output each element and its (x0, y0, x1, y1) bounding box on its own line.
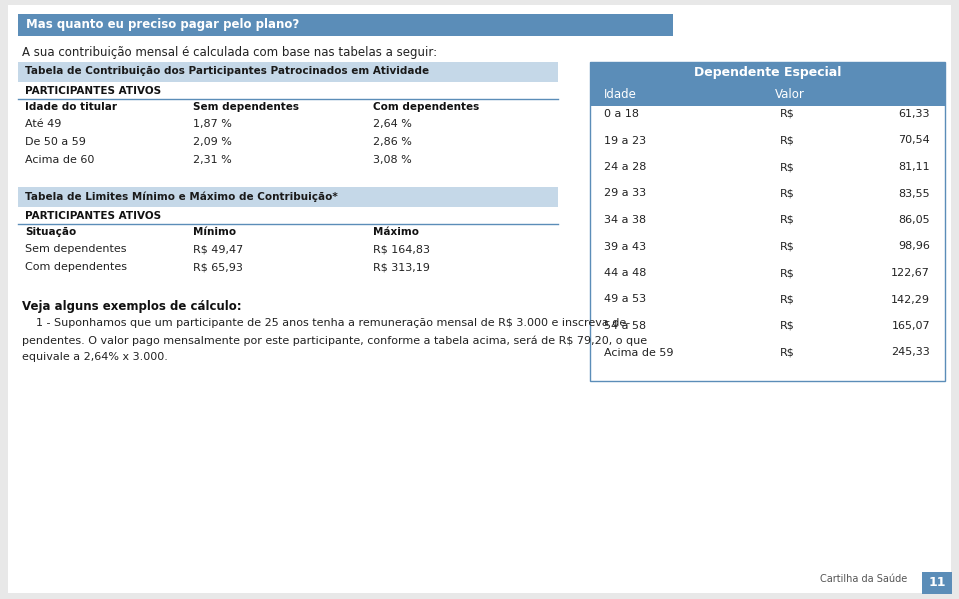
Text: R$: R$ (780, 347, 795, 358)
Text: 70,54: 70,54 (899, 135, 930, 146)
Text: 2,09 %: 2,09 % (193, 137, 232, 147)
Text: 29 a 33: 29 a 33 (604, 189, 646, 198)
Text: Máximo: Máximo (373, 227, 419, 237)
Text: Mínimo: Mínimo (193, 227, 236, 237)
Text: equivale a 2,64% x 3.000.: equivale a 2,64% x 3.000. (22, 352, 168, 362)
Text: Mas quanto eu preciso pagar pelo plano?: Mas quanto eu preciso pagar pelo plano? (26, 18, 299, 31)
Text: R$: R$ (780, 215, 795, 225)
Text: 49 a 53: 49 a 53 (604, 295, 646, 304)
Text: 61,33: 61,33 (899, 109, 930, 119)
Text: 83,55: 83,55 (899, 189, 930, 198)
Text: R$: R$ (780, 268, 795, 278)
Bar (922, 572, 952, 594)
Text: 3,08 %: 3,08 % (373, 155, 411, 165)
Text: Tabela de Contribuição dos Participantes Patrocinados em Atividade: Tabela de Contribuição dos Participantes… (25, 66, 429, 76)
Text: 122,67: 122,67 (891, 268, 930, 278)
Bar (590, 62, 945, 381)
Text: De 50 a 59: De 50 a 59 (25, 137, 86, 147)
Text: 0 a 18: 0 a 18 (604, 109, 639, 119)
Text: 1 - Suponhamos que um participante de 25 anos tenha a remuneração mensal de R$ 3: 1 - Suponhamos que um participante de 25… (36, 318, 630, 328)
Text: Cartilha da Saúde: Cartilha da Saúde (820, 574, 907, 584)
Text: Tabela de Limites Mínimo e Máximo de Contribuição*: Tabela de Limites Mínimo e Máximo de Con… (25, 191, 338, 201)
Text: pendentes. O valor pago mensalmente por este participante, conforme a tabela aci: pendentes. O valor pago mensalmente por … (22, 335, 647, 346)
Text: 1,87 %: 1,87 % (193, 119, 232, 129)
Text: 165,07: 165,07 (891, 321, 930, 331)
Text: Acima de 59: Acima de 59 (604, 347, 673, 358)
Text: Dependente Especial: Dependente Especial (693, 66, 841, 79)
Text: Veja alguns exemplos de cálculo:: Veja alguns exemplos de cálculo: (22, 300, 242, 313)
Text: 81,11: 81,11 (899, 162, 930, 172)
Bar (18, 14, 673, 36)
Text: 98,96: 98,96 (899, 241, 930, 252)
Text: R$ 164,83: R$ 164,83 (373, 244, 430, 254)
Text: R$: R$ (780, 109, 795, 119)
Text: PARTICIPANTES ATIVOS: PARTICIPANTES ATIVOS (25, 211, 161, 221)
Text: 54 a 58: 54 a 58 (604, 321, 646, 331)
Text: PARTICIPANTES ATIVOS: PARTICIPANTES ATIVOS (25, 86, 161, 96)
Text: R$: R$ (780, 135, 795, 146)
Text: R$: R$ (780, 189, 795, 198)
Text: 34 a 38: 34 a 38 (604, 215, 646, 225)
Text: Sem dependentes: Sem dependentes (193, 102, 299, 112)
Text: Idade do titular: Idade do titular (25, 102, 117, 112)
Text: R$: R$ (780, 295, 795, 304)
Text: Com dependentes: Com dependentes (373, 102, 480, 112)
Text: 2,31 %: 2,31 % (193, 155, 232, 165)
Text: R$ 49,47: R$ 49,47 (193, 244, 244, 254)
Text: 2,64 %: 2,64 % (373, 119, 411, 129)
Text: R$: R$ (780, 162, 795, 172)
Text: 86,05: 86,05 (899, 215, 930, 225)
Text: Com dependentes: Com dependentes (25, 262, 127, 272)
Text: Idade: Idade (604, 88, 637, 101)
Bar (18, 187, 558, 207)
Text: R$ 313,19: R$ 313,19 (373, 262, 430, 272)
Bar (590, 84, 945, 106)
Text: Até 49: Até 49 (25, 119, 61, 129)
Text: Valor: Valor (775, 88, 805, 101)
Bar (590, 62, 945, 84)
Text: 24 a 28: 24 a 28 (604, 162, 646, 172)
Text: 44 a 48: 44 a 48 (604, 268, 646, 278)
Text: R$: R$ (780, 241, 795, 252)
Text: 19 a 23: 19 a 23 (604, 135, 646, 146)
Text: A sua contribuição mensal é calculada com base nas tabelas a seguir:: A sua contribuição mensal é calculada co… (22, 46, 437, 59)
Text: Situação: Situação (25, 227, 77, 237)
Text: 2,86 %: 2,86 % (373, 137, 411, 147)
Bar (18, 62, 558, 82)
Text: 39 a 43: 39 a 43 (604, 241, 646, 252)
Text: R$ 65,93: R$ 65,93 (193, 262, 243, 272)
Text: R$: R$ (780, 321, 795, 331)
Text: 245,33: 245,33 (891, 347, 930, 358)
Text: 11: 11 (928, 576, 946, 589)
Text: Acima de 60: Acima de 60 (25, 155, 94, 165)
Text: Sem dependentes: Sem dependentes (25, 244, 127, 254)
Text: 142,29: 142,29 (891, 295, 930, 304)
